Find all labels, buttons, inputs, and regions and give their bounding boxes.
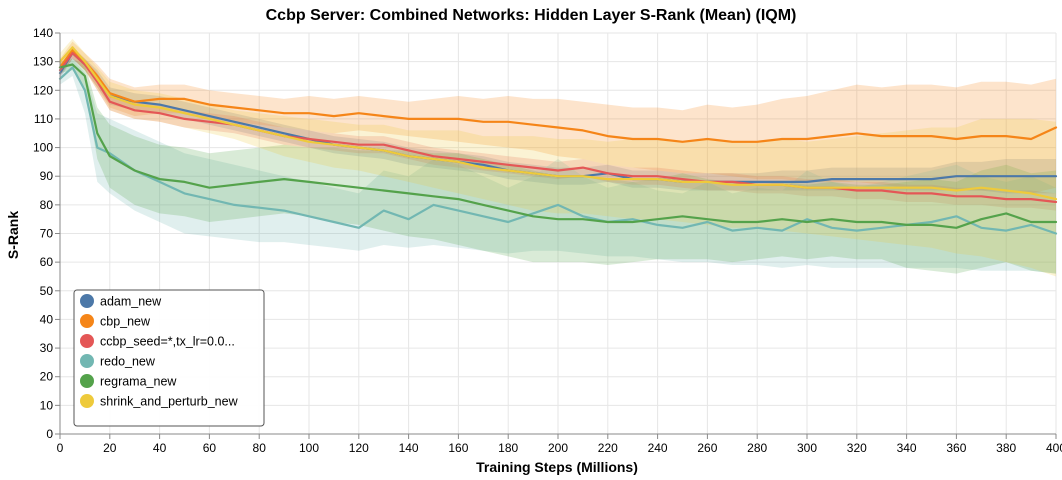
series-line-redo-new xyxy=(58,66,1058,235)
y-axis-title: S-Rank xyxy=(5,211,21,259)
y-tick-label: 0 xyxy=(46,427,53,441)
axes: 0 10 20 30 40 50 60 70 80 90 100 110 120 130 140 0 20 40 6… xyxy=(33,26,1062,455)
x-axis-title: Training Steps (Millions) xyxy=(476,459,638,475)
legend-label: ccbp_seed=*,tx_lr=0.0... xyxy=(100,335,235,349)
y-tick-label: 100 xyxy=(33,141,53,155)
legend-box xyxy=(73,289,265,427)
series-line-regrama-new xyxy=(58,63,1058,229)
legend: adam_new cbp_new ccbp_seed=*,tx_lr=0.0...r… xyxy=(73,289,265,427)
y-tick-label: 60 xyxy=(40,255,54,269)
x-tick-label: 260 xyxy=(697,441,717,455)
x-tick-label: 20 xyxy=(103,441,117,455)
series-lines xyxy=(58,46,1058,235)
legend-swatch xyxy=(80,294,94,308)
x-tick-label: 280 xyxy=(747,441,767,455)
x-tick-label: 180 xyxy=(498,441,518,455)
x-tick-label: 220 xyxy=(598,441,618,455)
x-tick-label: 300 xyxy=(797,441,817,455)
series-line-shrink-and-perturb-new xyxy=(58,46,1058,201)
legend-swatch xyxy=(80,394,94,408)
legend-swatch xyxy=(80,374,94,388)
x-tick-label: 100 xyxy=(299,441,319,455)
x-tick-label: 400 xyxy=(1046,441,1062,455)
y-tick-label: 20 xyxy=(40,370,54,384)
y-tick-label: 80 xyxy=(40,198,54,212)
band-cbp-new xyxy=(60,41,1056,194)
y-tick-label: 110 xyxy=(34,112,53,126)
band-adam-new xyxy=(60,47,1056,194)
legend-swatch xyxy=(80,334,94,348)
x-tick-label: 320 xyxy=(847,441,867,455)
chart-title: Ccbp Server: Combined Networks: Hidden L… xyxy=(266,7,797,24)
x-tick-label: 200 xyxy=(548,441,568,455)
y-tick-label: 70 xyxy=(40,227,54,241)
y-tick-label: 30 xyxy=(40,341,54,355)
y-tick-label: 140 xyxy=(33,26,53,40)
legend-label: regrama_new xyxy=(100,375,177,389)
y-tick-label: 40 xyxy=(40,312,54,326)
y-tick-label: 90 xyxy=(40,169,54,183)
legend-label: redo_new xyxy=(100,355,156,369)
y-tick-label: 120 xyxy=(33,83,53,97)
y-tick-label: 10 xyxy=(40,398,54,412)
x-tick-label: 120 xyxy=(349,441,369,455)
x-tick-label: 0 xyxy=(57,441,64,455)
series-line-ccbp-seed-tx-lr-0-0- xyxy=(58,51,1058,204)
x-tick-label: 40 xyxy=(153,441,167,455)
legend-label: adam_new xyxy=(100,295,162,309)
legend-label: shrink_and_perturb_new xyxy=(100,395,239,409)
y-tick-label: 130 xyxy=(33,55,53,69)
x-tick-label: 160 xyxy=(448,441,468,455)
y-tick-label: 50 xyxy=(40,284,54,298)
band-ccbp-seed-tx-lr-0-0- xyxy=(60,47,1056,211)
x-tick-label: 60 xyxy=(203,441,217,455)
x-tick-label: 360 xyxy=(946,441,966,455)
x-tick-label: 380 xyxy=(996,441,1016,455)
legend-swatch xyxy=(80,314,94,328)
legend-swatch xyxy=(80,354,94,368)
x-tick-label: 80 xyxy=(253,441,267,455)
x-tick-label: 140 xyxy=(399,441,419,455)
band-shrink-and-perturb-new xyxy=(60,38,1056,277)
legend-label: cbp_new xyxy=(100,315,151,329)
series-line-cbp-new xyxy=(58,49,1058,143)
x-tick-label: 340 xyxy=(897,441,917,455)
legend-items: adam_new cbp_new ccbp_seed=*,tx_lr=0.0...r… xyxy=(80,294,239,409)
x-tick-label: 240 xyxy=(648,441,668,455)
